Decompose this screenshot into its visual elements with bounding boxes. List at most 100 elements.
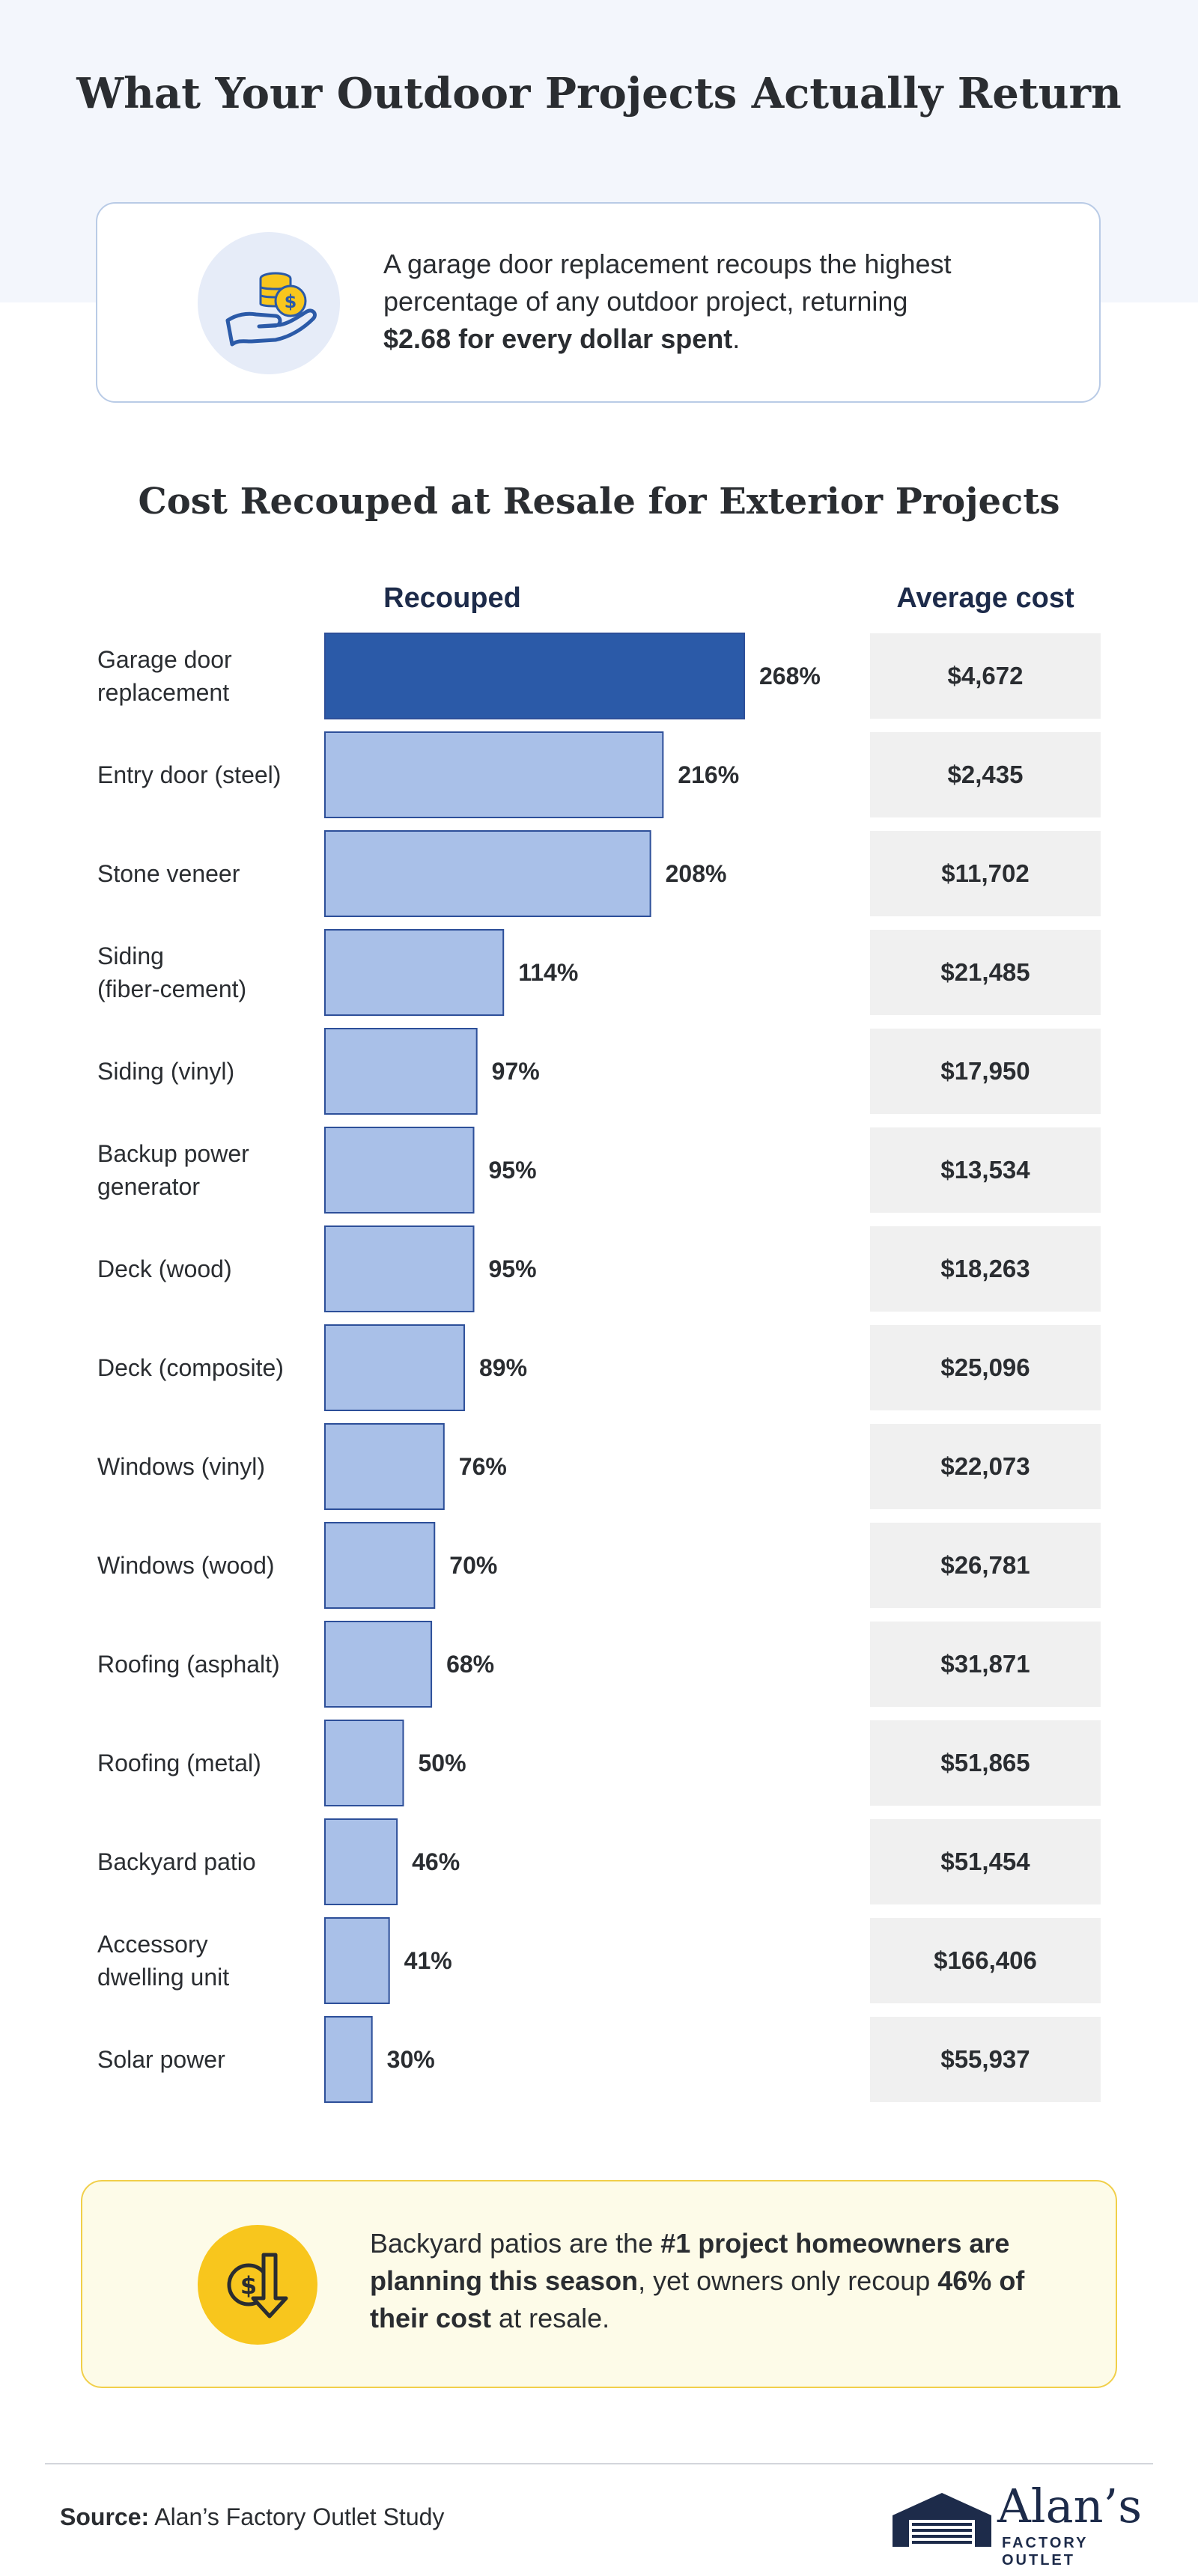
average-cost-value: $13,534 xyxy=(940,1156,1030,1184)
source-text: Alan’s Factory Outlet Study xyxy=(149,2503,445,2530)
callout-text-bold: $2.68 for every dollar spent xyxy=(383,323,733,354)
category-label-line: (fiber-cement) xyxy=(97,975,246,1002)
callout-text: A garage door replacement recoups the hi… xyxy=(383,246,952,358)
category-label: Siding (fiber-cement) xyxy=(97,943,246,1002)
bar xyxy=(324,1720,404,1806)
bar-value-label: 208% xyxy=(666,860,727,887)
average-cost-cell xyxy=(870,633,1101,719)
logo-subtitle: FACTORY OUTLET xyxy=(1002,2535,1089,2569)
category-label-line: Siding (vinyl) xyxy=(97,1058,234,1085)
average-cost-cell xyxy=(870,930,1101,1015)
category-label: Garage door replacement xyxy=(97,646,232,706)
bar-value-label: 95% xyxy=(489,1157,537,1184)
average-cost-cell xyxy=(870,732,1101,817)
category-label-line: Solar power xyxy=(97,2046,225,2073)
note-text-bold-1: #1 project homeowners are planning this … xyxy=(370,2228,1010,2296)
category-label: Roofing (metal) xyxy=(97,1750,261,1776)
average-cost-cell xyxy=(870,1029,1101,1114)
note-text-part-2: , yet owners only recoup xyxy=(638,2265,938,2296)
average-cost-value: $166,406 xyxy=(934,1946,1037,1974)
bar xyxy=(324,1324,465,1411)
bar-value-label: 95% xyxy=(489,1255,537,1282)
category-label-line: Windows (wood) xyxy=(97,1552,275,1579)
bar xyxy=(324,1423,445,1510)
average-cost-value: $55,937 xyxy=(940,2045,1030,2073)
bar xyxy=(324,2016,373,2103)
category-label: Accessory dwelling unit xyxy=(97,1931,229,1991)
bar xyxy=(324,929,505,1016)
bar-value-label: 70% xyxy=(449,1552,497,1579)
average-cost-cell xyxy=(870,2017,1101,2102)
category-label-line: Deck (wood) xyxy=(97,1255,232,1282)
category-label-line: generator xyxy=(97,1173,200,1200)
category-label-line: replacement xyxy=(97,679,229,706)
average-cost-cell xyxy=(870,831,1101,916)
garage-logo-icon xyxy=(893,2493,991,2547)
category-label-line: Accessory xyxy=(97,1931,208,1958)
category-label: Backup power generator xyxy=(97,1140,249,1200)
bar xyxy=(324,830,651,917)
average-cost-cell xyxy=(870,1622,1101,1707)
category-label: Stone veneer xyxy=(97,860,240,887)
category-label-line: Entry door (steel) xyxy=(97,761,281,788)
source-note: Source: Alan’s Factory Outlet Study xyxy=(60,2503,444,2531)
bar xyxy=(324,1127,475,1214)
category-label-line: Siding xyxy=(97,943,164,969)
dollar-down-arrow-icon: $ xyxy=(198,2225,317,2345)
average-cost-cell xyxy=(870,1918,1101,2003)
category-label-line: Backup power xyxy=(97,1140,249,1167)
bar xyxy=(324,633,745,719)
bar xyxy=(324,1818,398,1905)
bar-value-label: 41% xyxy=(404,1947,452,1974)
category-label: Windows (wood) xyxy=(97,1552,275,1579)
category-label-line: Roofing (asphalt) xyxy=(97,1651,280,1678)
average-cost-column-header: Average cost xyxy=(896,582,1074,614)
svg-text:$: $ xyxy=(285,291,297,312)
average-cost-cell xyxy=(870,1127,1101,1213)
bar-value-label: 268% xyxy=(759,663,821,689)
average-cost-value: $17,950 xyxy=(940,1057,1030,1085)
average-cost-cell xyxy=(870,1819,1101,1904)
average-cost-value: $26,781 xyxy=(940,1551,1030,1579)
average-cost-value: $31,871 xyxy=(940,1650,1030,1678)
category-label: Deck (wood) xyxy=(97,1255,232,1282)
average-cost-value: $51,865 xyxy=(940,1749,1030,1776)
bar-value-label: 46% xyxy=(412,1848,460,1875)
bar-value-label: 68% xyxy=(446,1651,494,1678)
bar xyxy=(324,1028,478,1115)
note-text-part-3: at resale. xyxy=(491,2303,610,2333)
bar-value-label: 89% xyxy=(479,1354,527,1381)
page-title: What Your Outdoor Projects Actually Retu… xyxy=(76,69,1122,118)
logo-name: Alan’s xyxy=(997,2479,1143,2533)
category-label: Backyard patio xyxy=(97,1848,256,1875)
category-label-line: dwelling unit xyxy=(97,1964,229,1991)
category-label: Roofing (asphalt) xyxy=(97,1651,280,1678)
average-cost-value: $18,263 xyxy=(940,1255,1030,1282)
category-label-line: Windows (vinyl) xyxy=(97,1453,265,1480)
bar-value-label: 114% xyxy=(518,959,578,986)
category-label-line: Roofing (metal) xyxy=(97,1750,261,1776)
category-label: Windows (vinyl) xyxy=(97,1453,265,1480)
average-cost-value: $25,096 xyxy=(940,1354,1030,1381)
average-cost-cell xyxy=(870,1226,1101,1312)
bar-value-label: 30% xyxy=(387,2046,435,2073)
svg-text:$: $ xyxy=(240,2271,257,2300)
bar-value-label: 50% xyxy=(418,1750,466,1776)
bar-value-label: 76% xyxy=(459,1453,507,1480)
average-cost-value: $4,672 xyxy=(948,662,1024,689)
average-cost-cell xyxy=(870,1523,1101,1608)
footer-divider xyxy=(45,2463,1153,2464)
category-label-line: Backyard patio xyxy=(97,1848,256,1875)
average-cost-cell xyxy=(870,1424,1101,1509)
callout-text-main: A garage door replacement recoups the hi… xyxy=(383,249,952,317)
average-cost-value: $21,485 xyxy=(940,958,1030,986)
category-label-line: Stone veneer xyxy=(97,860,240,887)
brand-logo[interactable]: Alan’s FACTORY OUTLET xyxy=(890,2479,1144,2569)
bar xyxy=(324,1621,433,1708)
hand-coins-icon: $ xyxy=(198,232,340,374)
bar xyxy=(324,731,664,818)
recouped-column-header: Recouped xyxy=(383,582,521,614)
average-cost-value: $22,073 xyxy=(940,1452,1030,1480)
category-label-line: Garage door xyxy=(97,646,232,673)
